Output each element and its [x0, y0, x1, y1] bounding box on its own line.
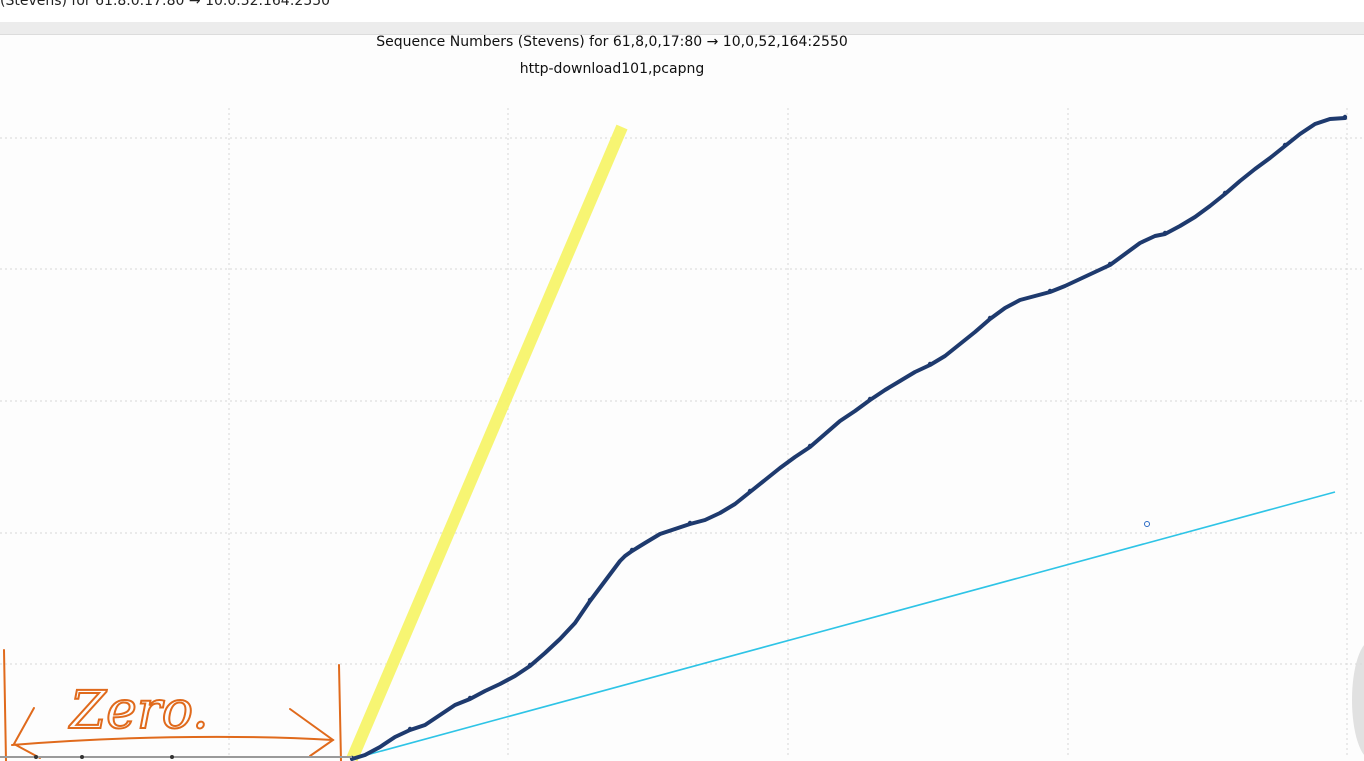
series-line-sequence	[350, 116, 1347, 761]
toolbar-bar	[0, 22, 1364, 35]
data-point	[867, 396, 873, 402]
data-point	[747, 488, 753, 494]
data-point	[407, 726, 413, 732]
data-point	[1282, 142, 1288, 148]
window-title: (Stevens) for 61.8.0.17:80 → 10.0.52.164…	[0, 0, 331, 9]
baseline-dot-0	[34, 755, 38, 759]
data-point	[1162, 230, 1168, 236]
zoom-handle[interactable]	[1352, 640, 1364, 760]
data-point	[1342, 114, 1348, 120]
handwritten-annotation: Zero.	[0, 521, 1150, 761]
highlighter-line	[346, 124, 628, 761]
data-point	[807, 443, 813, 449]
grid	[0, 108, 1364, 757]
data-point	[467, 695, 473, 701]
data-point	[629, 547, 635, 553]
data-point	[927, 361, 933, 367]
data-point	[1107, 261, 1113, 267]
highlighter-stroke	[346, 124, 628, 761]
pen-arrow-shaft	[11, 735, 334, 746]
chart-title: Sequence Numbers (Stevens) for 61,8,0,17…	[376, 34, 848, 50]
pen-arrowhead-left	[12, 707, 41, 759]
data-point	[687, 520, 693, 526]
data-point	[587, 597, 593, 603]
series-layer	[349, 114, 1348, 761]
cursor-dot	[1144, 521, 1150, 527]
baseline-dot-1	[80, 755, 84, 759]
pen-arrowhead-right	[289, 708, 335, 757]
data-point	[1047, 288, 1053, 294]
data-point	[987, 315, 993, 321]
pen-bracket-right	[338, 664, 342, 761]
pen-bracket-left	[3, 649, 7, 761]
series-line-window	[351, 491, 1336, 760]
baseline-dot-2	[170, 755, 174, 759]
chart-subtitle: http-download101,pcapng	[519, 61, 705, 77]
data-point	[1222, 190, 1228, 196]
annotation-zero-text: Zero.	[68, 681, 209, 741]
data-point	[527, 662, 533, 668]
